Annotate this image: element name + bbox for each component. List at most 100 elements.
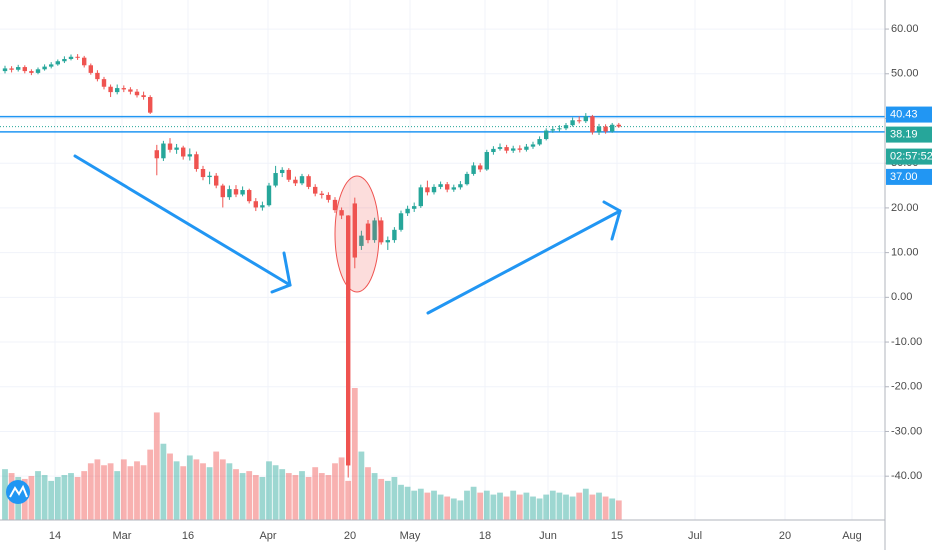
volume-bar bbox=[549, 490, 556, 520]
volume-bar bbox=[358, 451, 365, 520]
volume-bar bbox=[589, 494, 596, 520]
volume-bar bbox=[167, 453, 173, 520]
volume-bar bbox=[180, 466, 187, 520]
candle-body bbox=[22, 67, 27, 72]
volume-bar bbox=[272, 465, 279, 520]
candle-body bbox=[68, 56, 74, 60]
volume-bar bbox=[431, 490, 437, 520]
candle-body bbox=[550, 129, 555, 131]
candle-body bbox=[326, 194, 331, 200]
candle-body bbox=[194, 154, 199, 170]
candle-body bbox=[82, 57, 87, 66]
down-arrow bbox=[73, 154, 292, 294]
candle-body bbox=[577, 120, 582, 122]
candle-body bbox=[398, 213, 404, 230]
candle-body bbox=[207, 175, 212, 178]
volume-bar bbox=[226, 463, 233, 520]
candle-body bbox=[260, 205, 265, 208]
candle-body bbox=[286, 169, 291, 180]
candle-body bbox=[511, 148, 516, 151]
volume-bar bbox=[35, 471, 41, 520]
candle-body bbox=[596, 126, 602, 133]
candle-body bbox=[346, 215, 351, 466]
x-tick-label: 20 bbox=[344, 530, 356, 542]
candle-body bbox=[16, 67, 21, 70]
volume-bar bbox=[28, 476, 35, 520]
countdown-label: 02:57:52 bbox=[890, 150, 932, 162]
volume-bar bbox=[120, 459, 127, 520]
logo-mark[interactable] bbox=[9, 484, 28, 498]
last-price-label-box bbox=[886, 126, 932, 143]
candle-body bbox=[385, 240, 390, 243]
volume-bar bbox=[74, 476, 81, 520]
candle-body bbox=[35, 69, 41, 73]
volume-bar bbox=[292, 475, 299, 520]
volume-bar bbox=[602, 496, 609, 520]
volume-bar bbox=[305, 476, 312, 520]
candle-body bbox=[154, 150, 159, 159]
candle-body bbox=[332, 199, 338, 211]
volume-bar bbox=[477, 492, 484, 520]
volume-bar bbox=[107, 463, 114, 520]
candle-body bbox=[128, 89, 133, 92]
volume-bar bbox=[206, 467, 213, 520]
volume-bar bbox=[219, 459, 226, 520]
y-tick-label: -30.00 bbox=[891, 425, 922, 437]
volume-bar bbox=[437, 494, 444, 520]
volume-bar bbox=[510, 490, 517, 520]
volume-bar bbox=[490, 494, 497, 520]
candle-body bbox=[101, 79, 107, 87]
candle-body bbox=[62, 59, 67, 62]
volume-bar bbox=[252, 475, 259, 520]
highlight-ellipse bbox=[334, 175, 380, 293]
volume-bar bbox=[279, 469, 286, 520]
volume-bar bbox=[516, 494, 523, 520]
volume-bar bbox=[41, 475, 48, 520]
volume-bar bbox=[411, 490, 418, 520]
volume-bar bbox=[140, 465, 147, 520]
volume-bar bbox=[345, 480, 352, 520]
volume-bar bbox=[147, 449, 154, 520]
price-line-label: 37.00 bbox=[890, 171, 918, 183]
volume-bar bbox=[596, 492, 602, 520]
x-tick-label: Jul bbox=[688, 530, 702, 542]
y-tick-label: 0.00 bbox=[891, 291, 912, 303]
y-tick-label: -20.00 bbox=[891, 381, 922, 393]
last-price-label: 38.19 bbox=[890, 128, 918, 140]
volume-bar bbox=[200, 463, 206, 520]
volume-bar bbox=[48, 480, 55, 520]
candle-body bbox=[75, 56, 80, 58]
x-tick-label: Aug bbox=[842, 530, 862, 542]
y-tick-label: 60.00 bbox=[891, 23, 919, 35]
candle-body bbox=[590, 116, 595, 133]
volume-bar bbox=[153, 412, 160, 520]
candle-body bbox=[359, 235, 364, 246]
volume-bar bbox=[576, 492, 583, 520]
candle-body bbox=[108, 86, 113, 93]
candle-body bbox=[517, 148, 522, 150]
logo[interactable] bbox=[6, 480, 30, 504]
candle-body bbox=[233, 189, 239, 195]
price-line-label-box bbox=[886, 168, 932, 185]
volume-bar bbox=[266, 461, 272, 520]
volume-bar bbox=[497, 492, 503, 520]
candle-body bbox=[253, 201, 258, 208]
candle-body bbox=[148, 97, 153, 113]
volume-bar bbox=[523, 492, 530, 520]
candle-body bbox=[530, 144, 536, 147]
candle-body bbox=[544, 130, 549, 140]
candle-body bbox=[497, 147, 503, 149]
candle-body bbox=[299, 176, 305, 184]
candle-body bbox=[563, 125, 569, 129]
candle-body bbox=[478, 165, 483, 170]
volume-bar bbox=[332, 463, 338, 520]
candle-body bbox=[280, 169, 285, 174]
volume-bar bbox=[615, 500, 622, 520]
candle-body bbox=[227, 189, 232, 198]
candle-body bbox=[115, 88, 120, 93]
candle-body bbox=[392, 229, 397, 241]
volume-bar bbox=[127, 466, 134, 520]
volume-bar bbox=[384, 480, 391, 520]
